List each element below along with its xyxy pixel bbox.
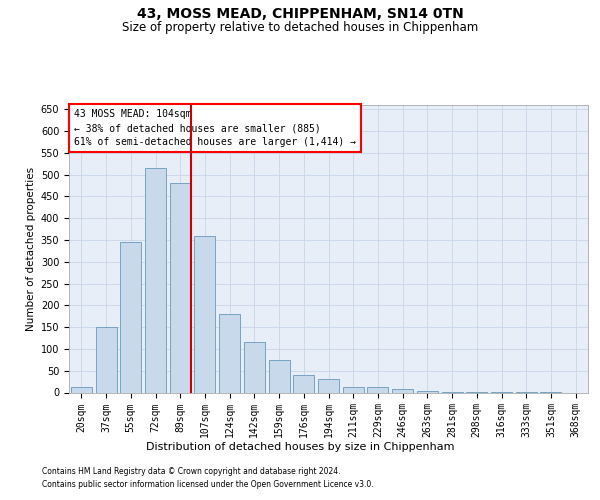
Text: Size of property relative to detached houses in Chippenham: Size of property relative to detached ho… bbox=[122, 21, 478, 34]
Bar bbox=[367, 388, 388, 392]
Text: Distribution of detached houses by size in Chippenham: Distribution of detached houses by size … bbox=[146, 442, 454, 452]
Bar bbox=[318, 380, 339, 392]
Bar bbox=[120, 242, 141, 392]
Bar bbox=[219, 314, 240, 392]
Text: Contains HM Land Registry data © Crown copyright and database right 2024.: Contains HM Land Registry data © Crown c… bbox=[42, 467, 341, 476]
Y-axis label: Number of detached properties: Number of detached properties bbox=[26, 166, 37, 331]
Text: Contains public sector information licensed under the Open Government Licence v3: Contains public sector information licen… bbox=[42, 480, 374, 489]
Bar bbox=[95, 327, 116, 392]
Bar bbox=[417, 391, 438, 392]
Text: 43, MOSS MEAD, CHIPPENHAM, SN14 0TN: 43, MOSS MEAD, CHIPPENHAM, SN14 0TN bbox=[137, 8, 463, 22]
Bar bbox=[293, 375, 314, 392]
Bar bbox=[343, 388, 364, 392]
Bar bbox=[145, 168, 166, 392]
Bar bbox=[194, 236, 215, 392]
Text: 43 MOSS MEAD: 104sqm
← 38% of detached houses are smaller (885)
61% of semi-deta: 43 MOSS MEAD: 104sqm ← 38% of detached h… bbox=[74, 110, 356, 148]
Bar bbox=[71, 387, 92, 392]
Bar bbox=[244, 342, 265, 392]
Bar bbox=[269, 360, 290, 392]
Bar bbox=[170, 184, 191, 392]
Bar bbox=[392, 389, 413, 392]
